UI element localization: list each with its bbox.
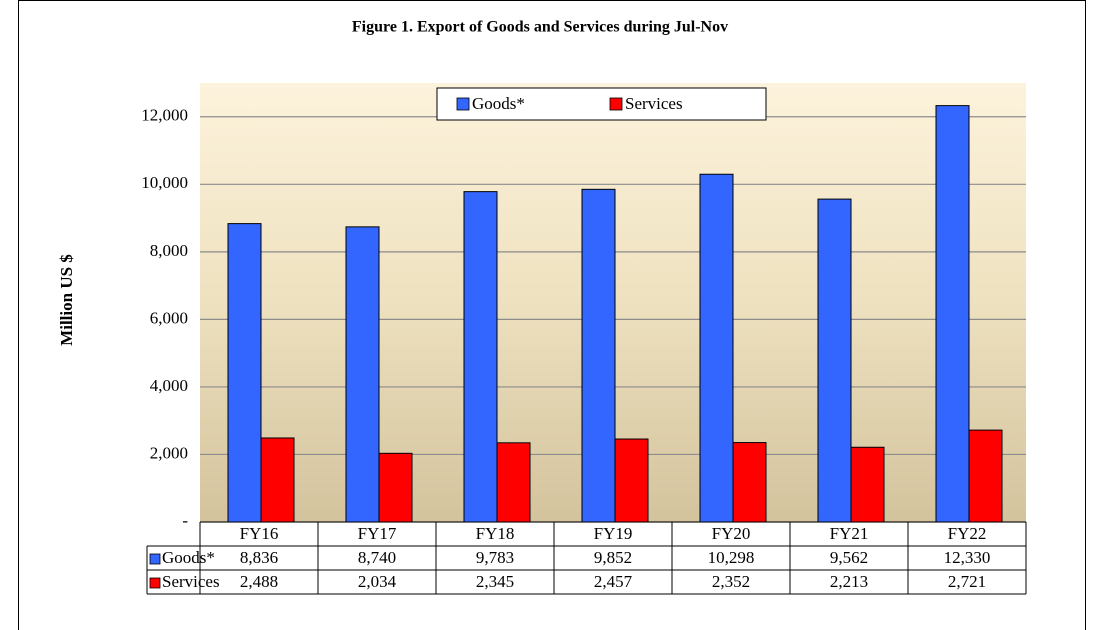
y-axis-title: Million US $ (57, 254, 76, 346)
table-cell: 2,213 (830, 572, 868, 591)
bar (614, 438, 649, 523)
chart-title: Figure 1. Export of Goods and Services d… (352, 19, 728, 36)
table-cell: 9,852 (594, 548, 632, 567)
y-tick-label: - (182, 511, 188, 530)
bar (378, 452, 413, 523)
bar (345, 226, 380, 523)
table-key (149, 577, 161, 589)
bar (968, 429, 1003, 523)
table-row-label: Goods* (162, 548, 215, 567)
bar (817, 198, 852, 523)
y-tick-label: 8,000 (150, 241, 188, 260)
y-tick-label: 10,000 (141, 173, 188, 192)
legend-key (456, 97, 470, 111)
x-tick-label: FY19 (594, 524, 633, 543)
bar (581, 188, 616, 523)
table-cell: 9,783 (476, 548, 514, 567)
legend-label: Goods* (472, 94, 525, 113)
x-tick-label: FY20 (712, 524, 751, 543)
table-cell: 12,330 (944, 548, 991, 567)
bar (496, 442, 531, 523)
bar (463, 191, 498, 523)
x-tick-label: FY21 (830, 524, 869, 543)
bar (260, 437, 295, 523)
table-cell: 2,488 (240, 572, 278, 591)
y-tick-label: 6,000 (150, 308, 188, 327)
x-tick-label: FY17 (358, 524, 397, 543)
x-tick-label: FY16 (240, 524, 279, 543)
bar (732, 442, 767, 523)
legend (436, 87, 767, 121)
table-cell: 2,352 (712, 572, 750, 591)
frame (18, 0, 1086, 630)
x-tick-label: FY22 (948, 524, 987, 543)
table-cell: 8,836 (240, 548, 278, 567)
table-row-label: Services (162, 572, 220, 591)
legend-label: Services (625, 94, 683, 113)
table-cell: 2,721 (948, 572, 986, 591)
table-key (149, 553, 161, 565)
table-cell: 2,034 (358, 572, 397, 591)
table-cell: 2,457 (594, 572, 633, 591)
bar (227, 223, 262, 523)
y-tick-label: 4,000 (150, 376, 188, 395)
table-cell: 9,562 (830, 548, 868, 567)
x-tick-label: FY18 (476, 524, 515, 543)
bar (850, 446, 885, 523)
table-cell: 10,298 (708, 548, 755, 567)
bar (935, 105, 970, 523)
table-cell: 8,740 (358, 548, 396, 567)
bar (699, 173, 734, 523)
table-cell: 2,345 (476, 572, 514, 591)
y-tick-label: 2,000 (150, 443, 188, 462)
legend-key (609, 97, 623, 111)
y-tick-label: 12,000 (141, 106, 188, 125)
